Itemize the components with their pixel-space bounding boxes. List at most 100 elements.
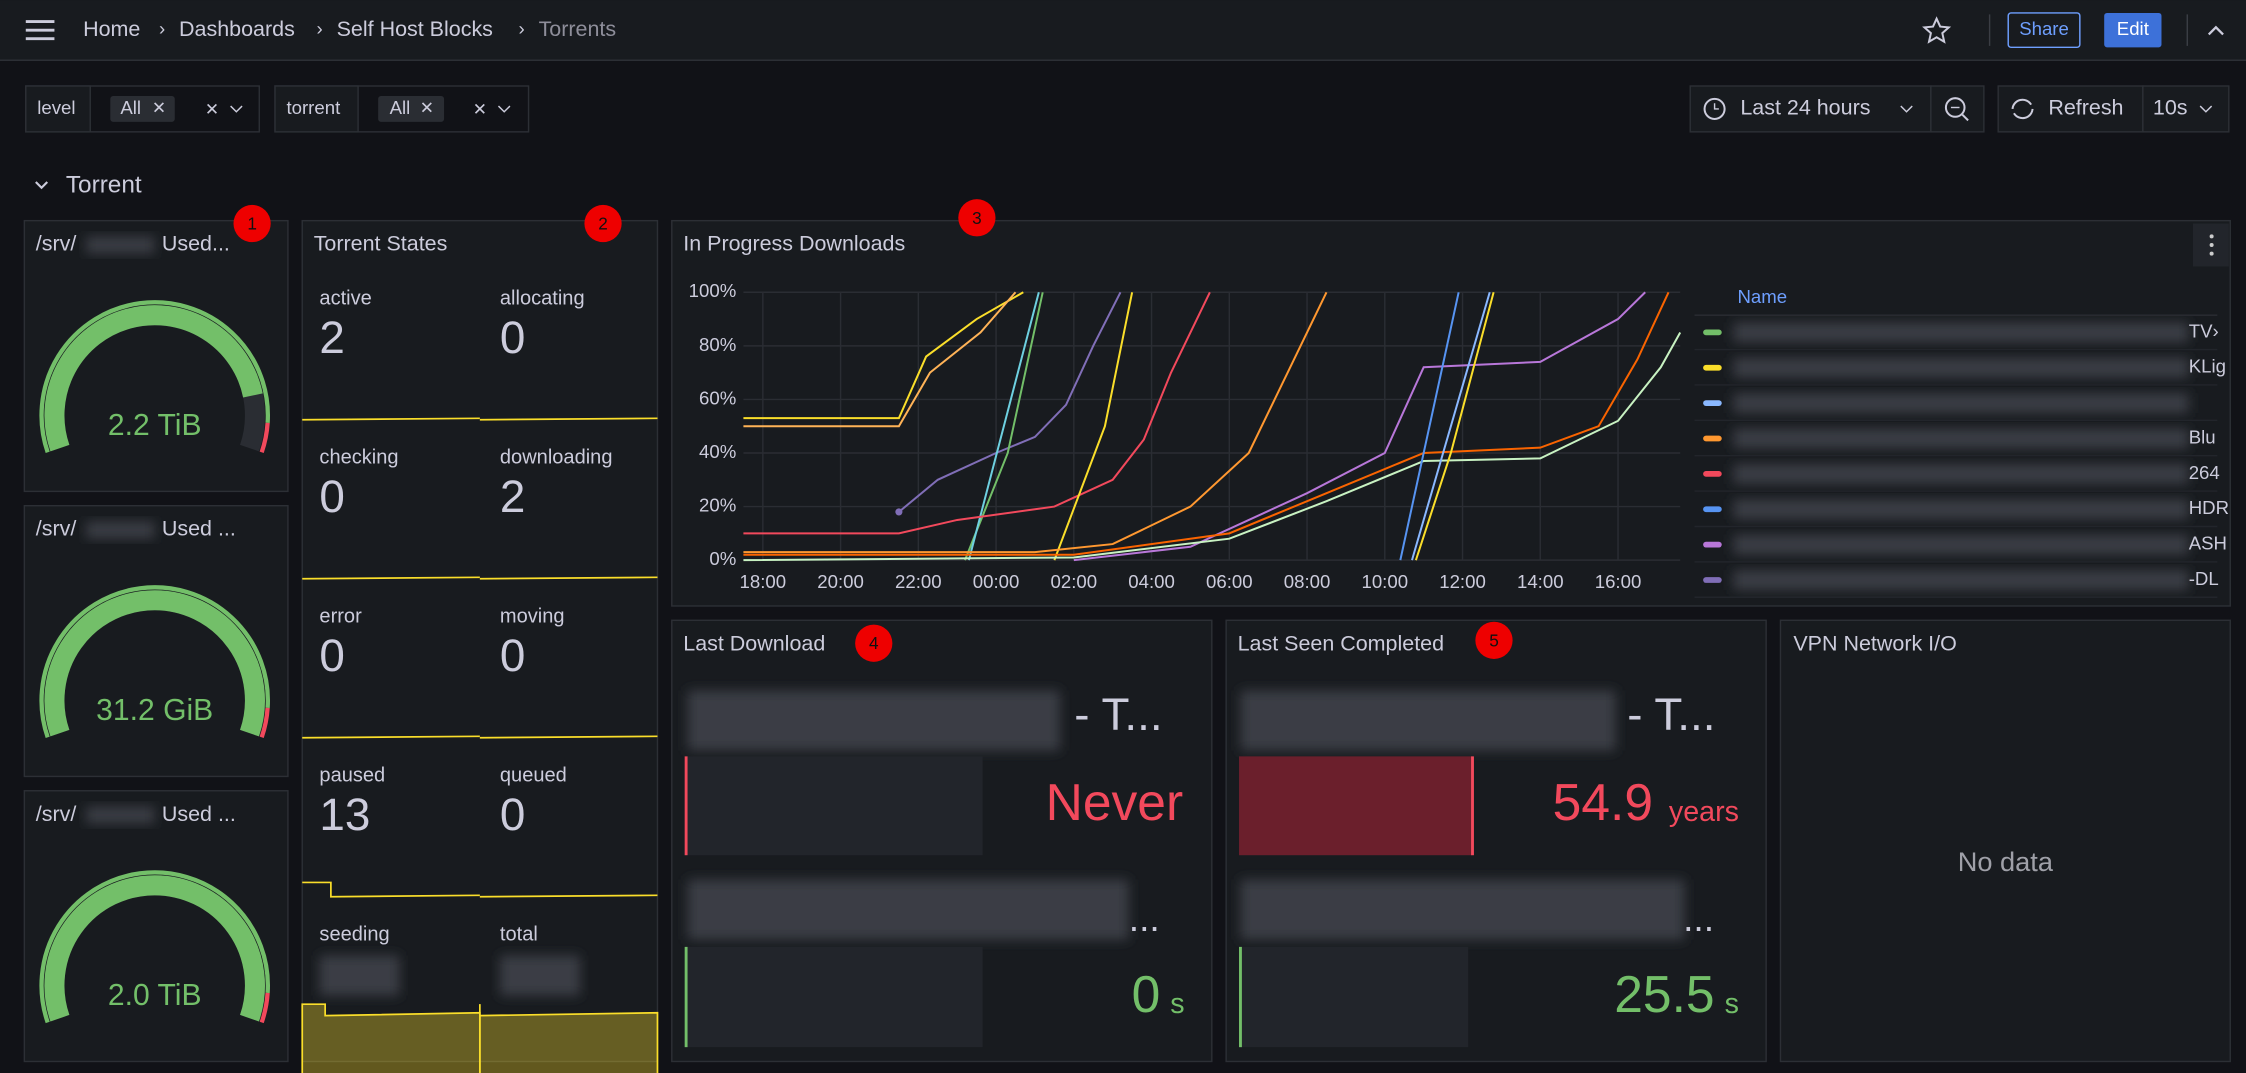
y-tick-label: 0% <box>709 548 736 569</box>
stat-label: paused <box>319 765 385 787</box>
stat-label: queued <box>500 765 567 787</box>
zoom-out[interactable] <box>1930 85 1985 133</box>
redacted <box>1733 393 2189 414</box>
redacted <box>1733 428 2189 449</box>
stat-label: moving <box>500 606 565 628</box>
star-button[interactable] <box>1922 16 1952 44</box>
top-bar <box>0 0 2246 61</box>
share-label: Share <box>2019 18 2069 39</box>
refresh-interval[interactable]: 10s <box>2142 85 2230 133</box>
series-line <box>1411 291 1491 561</box>
legend-label: ASH <box>2189 533 2227 554</box>
legend-label: 264 <box>2189 462 2220 483</box>
x-tick-label: 20:00 <box>817 571 864 592</box>
variable-torrent[interactable]: torrent All ✕ ✕ <box>274 85 530 133</box>
gauge-fill <box>44 305 263 452</box>
annotation-label: 3 <box>972 208 982 228</box>
panel-title-suffix: Used ... <box>162 517 236 541</box>
legend-label: Blu <box>2189 426 2216 447</box>
x-tick-label: 00:00 <box>973 571 1020 592</box>
redacted <box>319 955 400 996</box>
row-toggle[interactable] <box>35 181 49 190</box>
menu-button[interactable] <box>25 20 55 41</box>
series-line <box>743 291 1017 428</box>
stat-name: ... <box>1129 897 1160 939</box>
legend-swatch <box>1703 577 1722 583</box>
annotation-label: 1 <box>247 213 257 233</box>
svg-text:›: › <box>159 18 165 39</box>
stat-label: total <box>500 924 538 946</box>
legend-label: -DL <box>2189 568 2219 589</box>
series-line <box>1073 291 1646 562</box>
sparkline <box>302 881 480 898</box>
svg-text:✕: ✕ <box>152 97 166 117</box>
sparkline <box>302 417 480 421</box>
row-title[interactable]: Torrent <box>66 172 142 199</box>
gauge-threshold <box>259 992 270 1024</box>
breadcrumb[interactable]: Self Host Blocks <box>337 17 493 41</box>
panel-title: Torrent States <box>314 232 448 256</box>
stat-unit: s <box>1170 988 1184 1020</box>
stat-name: ... <box>1683 897 1714 939</box>
x-tick-label: 22:00 <box>895 571 942 592</box>
gauge-fill <box>44 590 265 737</box>
redacted <box>85 806 155 824</box>
x-tick-label: 08:00 <box>1284 571 1331 592</box>
gauge-fill <box>44 875 265 1022</box>
sparkline <box>479 894 658 898</box>
panel-title: In Progress Downloads <box>683 232 905 256</box>
gauge-threshold <box>39 585 270 739</box>
y-tick-label: 40% <box>699 441 736 462</box>
variable-label: torrent <box>286 97 341 118</box>
variable-level[interactable]: level All ✕ ✕ <box>25 85 260 133</box>
x-tick-label: 16:00 <box>1595 571 1642 592</box>
gauge-threshold <box>39 300 270 453</box>
refresh-button[interactable]: Refresh <box>1997 85 2144 133</box>
redacted <box>85 236 155 254</box>
x-tick-label: 14:00 <box>1517 571 1564 592</box>
annotation-marker <box>1475 621 1513 659</box>
legend-swatch <box>1703 541 1722 548</box>
panel-title-suffix: Used ... <box>162 802 236 826</box>
breadcrumb[interactable]: Home <box>83 17 140 41</box>
sparkline-area <box>478 1004 659 1073</box>
stat-value: 0 <box>500 630 525 681</box>
redacted <box>1733 570 2189 591</box>
legend-swatch <box>1703 435 1722 442</box>
gauge-value: 2.0 TiB <box>108 979 202 1012</box>
stat-label: seeding <box>319 924 389 946</box>
stat-value: 0 <box>500 789 525 840</box>
share-button[interactable] <box>2007 12 2081 49</box>
series-line <box>1053 292 1134 561</box>
redacted <box>1733 499 2189 520</box>
stat-value: 0 <box>500 312 525 363</box>
variable-value: All <box>120 97 141 118</box>
stat-unit: years <box>1669 796 1739 828</box>
edit-button[interactable] <box>2104 12 2162 48</box>
time-picker[interactable]: Last 24 hours <box>1689 85 1932 133</box>
annotation-label: 5 <box>1489 630 1499 650</box>
edit-label: Edit <box>2117 18 2150 39</box>
gauge-threshold <box>259 707 270 739</box>
redacted <box>1733 534 2189 555</box>
stat-value: 0 <box>319 471 345 522</box>
redacted <box>85 521 155 539</box>
refresh-label: Refresh <box>2048 96 2123 120</box>
stat-label: active <box>319 288 371 310</box>
breadcrumb[interactable]: Dashboards <box>179 17 295 41</box>
collapse-button[interactable] <box>2207 25 2224 36</box>
svg-text:✕: ✕ <box>205 99 219 119</box>
x-tick-label: 18:00 <box>740 571 787 592</box>
series-line <box>743 331 1682 562</box>
panel-title-suffix: Used... <box>162 232 230 256</box>
variable-value: All <box>390 97 411 118</box>
sparkline <box>479 576 658 580</box>
stat-label: checking <box>319 447 398 469</box>
redacted <box>499 955 581 996</box>
panel-title-prefix: /srv/ <box>36 232 77 256</box>
y-tick-label: 60% <box>699 387 736 408</box>
stat-value: 0 <box>1132 965 1161 1023</box>
series-line <box>743 291 1024 420</box>
series-line <box>1414 292 1495 561</box>
stat-label: downloading <box>500 447 613 469</box>
